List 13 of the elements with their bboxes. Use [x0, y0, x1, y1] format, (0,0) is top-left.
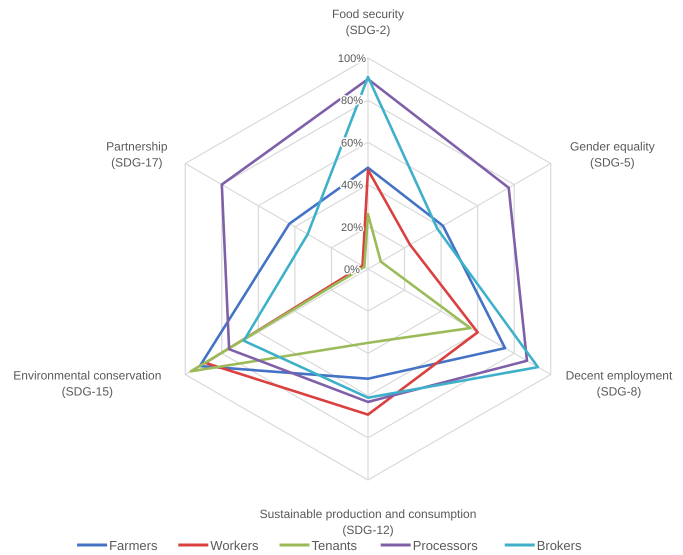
legend-label: Farmers	[109, 538, 158, 553]
spoke-label: Partnership (SDG-17)	[106, 140, 168, 170]
spoke-label: Gender equality (SDG-5)	[570, 140, 655, 170]
spoke-label: Decent employment (SDG-8)	[566, 368, 673, 398]
legend-label: Brokers	[536, 538, 582, 553]
legend-label: Tenants	[312, 538, 358, 553]
legend-label: Processors	[412, 538, 478, 553]
y-tick-label: 20%	[340, 222, 364, 234]
y-tick-label: 100%	[338, 53, 366, 65]
legend-label: Workers	[210, 538, 259, 553]
spoke-label: Sustainable production and consumption (SDG-12)	[260, 507, 476, 537]
spoke-label: Environmental conservation (SDG-15)	[13, 368, 162, 398]
spoke-label: Food security (SDG-2)	[332, 7, 404, 37]
